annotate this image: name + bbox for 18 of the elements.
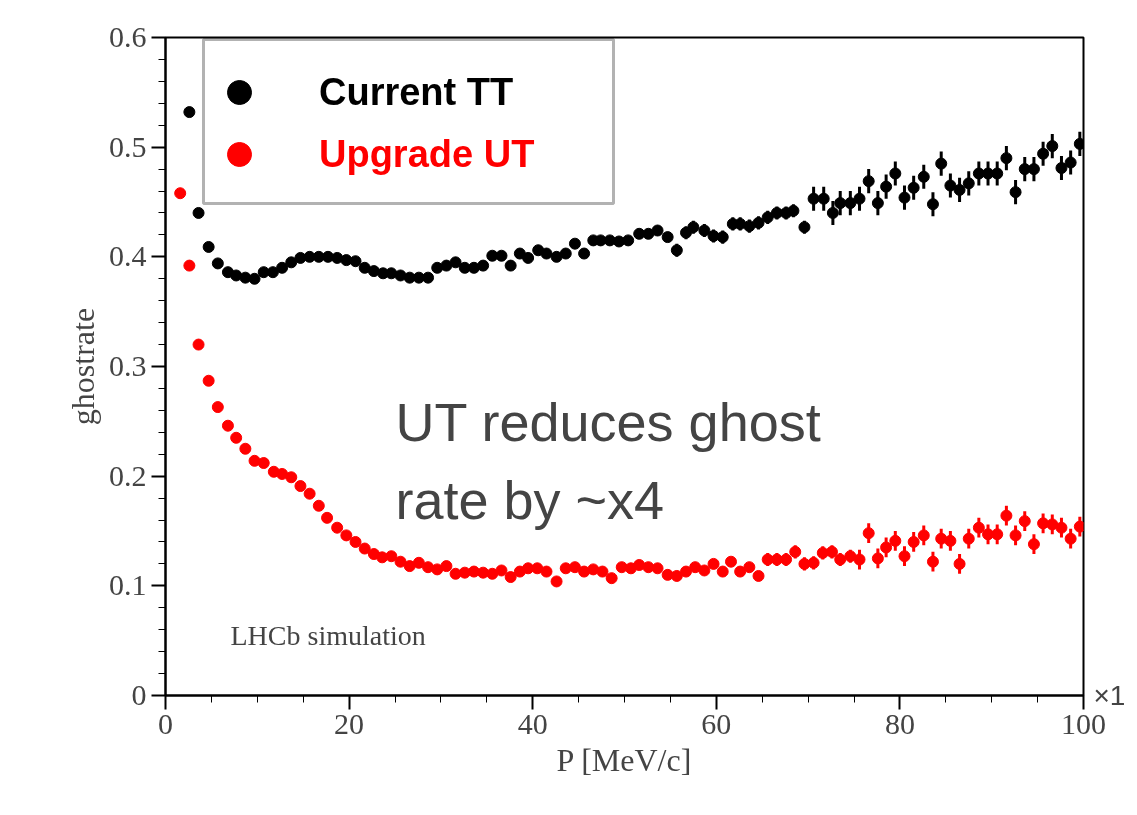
y-axis-title: ghostrate: [65, 307, 101, 426]
y-tick-label: 0.6: [109, 20, 147, 53]
x-tick-label: 80: [884, 706, 915, 740]
x-tick-label: 20: [334, 706, 365, 740]
x-tick-label: 40: [517, 706, 548, 740]
annotation: LHCb simulation: [230, 620, 426, 651]
y-tick-label: 0.5: [109, 129, 147, 163]
y-tick-label: 0.1: [109, 568, 147, 602]
x-tick-label: 60: [701, 706, 732, 740]
annotation: UT reduces ghost rate by ~x4: [395, 391, 821, 530]
x-tick-label: 0: [158, 706, 173, 740]
y-tick-label: 0: [131, 678, 147, 711]
y-tick-label: 0.3: [109, 349, 147, 382]
x-axis-title: P [MeV/c]: [556, 741, 692, 778]
legend-label: Current TT: [319, 69, 514, 115]
y-tick-label: 0.4: [109, 239, 147, 273]
legend-label: Upgrade UT: [319, 131, 535, 177]
y-tick-label: 0.2: [109, 458, 147, 492]
